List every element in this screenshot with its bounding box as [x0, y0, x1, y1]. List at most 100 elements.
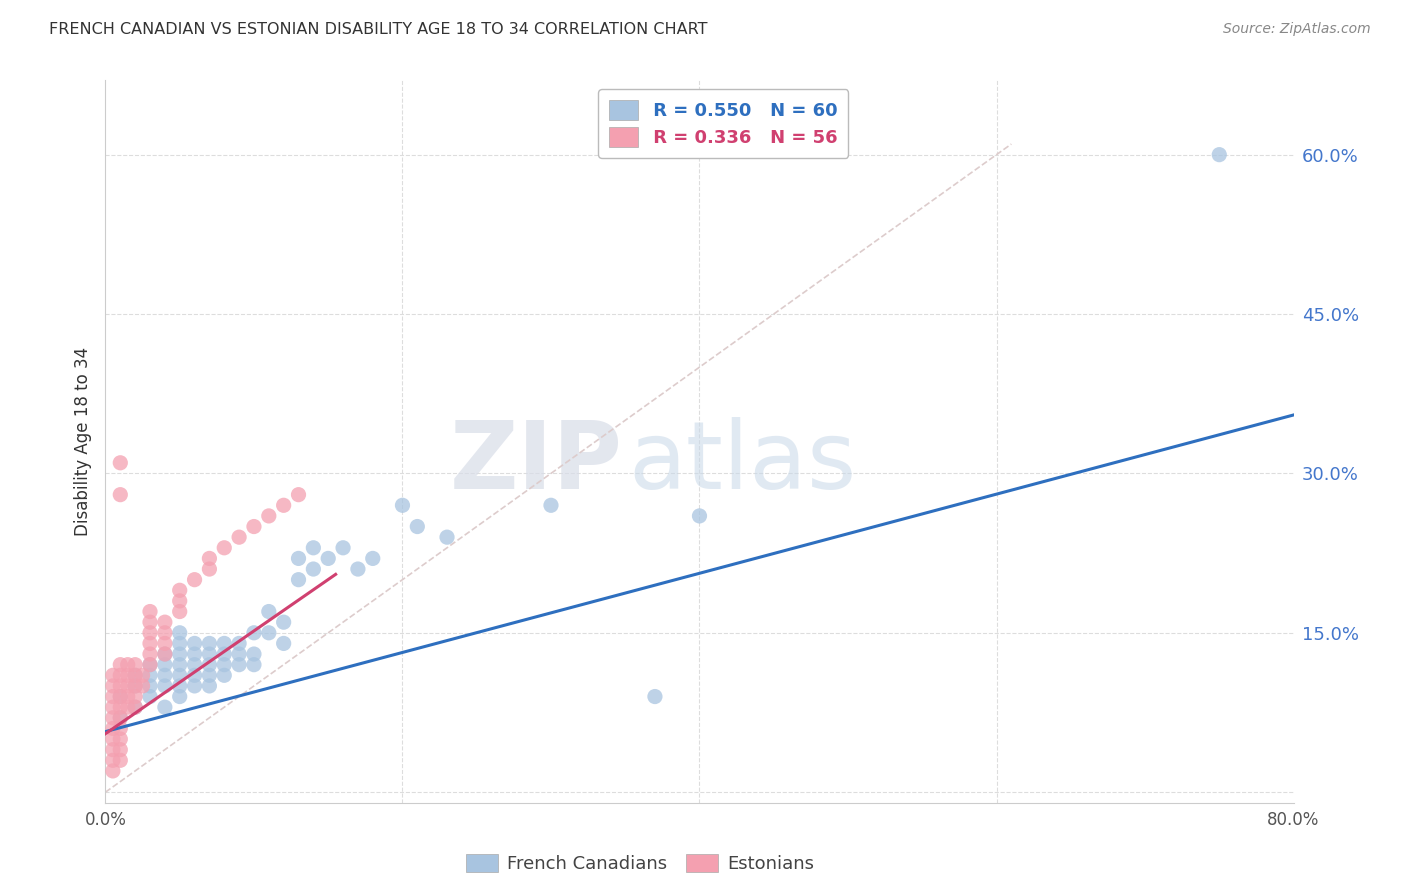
Point — [183, 668, 205, 682]
Point — [124, 679, 146, 693]
Point — [153, 668, 176, 682]
Point — [198, 668, 221, 682]
Point — [101, 700, 124, 714]
Point — [198, 562, 221, 576]
Point — [406, 519, 429, 533]
Point — [124, 700, 146, 714]
Point — [110, 668, 132, 682]
Point — [153, 647, 176, 661]
Point — [139, 668, 162, 682]
Point — [214, 647, 236, 661]
Point — [183, 647, 205, 661]
Point — [139, 605, 162, 619]
Point — [110, 742, 132, 756]
Point — [347, 562, 370, 576]
Point — [101, 742, 124, 756]
Point — [243, 519, 266, 533]
Point — [117, 700, 139, 714]
Point — [391, 498, 413, 512]
Point — [101, 668, 124, 682]
Point — [273, 615, 295, 630]
Point — [101, 732, 124, 747]
Point — [273, 636, 295, 650]
Point — [169, 636, 191, 650]
Point — [110, 711, 132, 725]
Point — [139, 647, 162, 661]
Point — [110, 690, 132, 704]
Point — [139, 636, 162, 650]
Point — [228, 647, 250, 661]
Point — [110, 488, 132, 502]
Point — [131, 668, 153, 682]
Point — [117, 657, 139, 672]
Point — [169, 668, 191, 682]
Point — [1208, 147, 1230, 161]
Point — [139, 657, 162, 672]
Point — [139, 679, 162, 693]
Text: Source: ZipAtlas.com: Source: ZipAtlas.com — [1223, 22, 1371, 37]
Point — [110, 690, 132, 704]
Point — [198, 551, 221, 566]
Point — [287, 573, 309, 587]
Point — [214, 541, 236, 555]
Point — [110, 700, 132, 714]
Point — [302, 562, 325, 576]
Point — [124, 679, 146, 693]
Point — [124, 700, 146, 714]
Point — [110, 711, 132, 725]
Point — [139, 625, 162, 640]
Point — [139, 657, 162, 672]
Point — [124, 668, 146, 682]
Point — [139, 690, 162, 704]
Point — [169, 647, 191, 661]
Point — [117, 668, 139, 682]
Point — [124, 657, 146, 672]
Point — [214, 668, 236, 682]
Point — [257, 508, 280, 523]
Point — [302, 541, 325, 555]
Point — [198, 657, 221, 672]
Point — [101, 711, 124, 725]
Point — [169, 594, 191, 608]
Point — [214, 636, 236, 650]
Text: atlas: atlas — [628, 417, 856, 509]
Point — [153, 647, 176, 661]
Point — [183, 679, 205, 693]
Text: FRENCH CANADIAN VS ESTONIAN DISABILITY AGE 18 TO 34 CORRELATION CHART: FRENCH CANADIAN VS ESTONIAN DISABILITY A… — [49, 22, 707, 37]
Point — [198, 679, 221, 693]
Point — [153, 615, 176, 630]
Point — [243, 647, 266, 661]
Point — [316, 551, 339, 566]
Point — [361, 551, 384, 566]
Y-axis label: Disability Age 18 to 34: Disability Age 18 to 34 — [75, 347, 93, 536]
Point — [169, 625, 191, 640]
Point — [110, 732, 132, 747]
Point — [101, 753, 124, 767]
Point — [287, 551, 309, 566]
Point — [169, 583, 191, 598]
Point — [101, 679, 124, 693]
Point — [257, 605, 280, 619]
Point — [153, 700, 176, 714]
Point — [110, 456, 132, 470]
Point — [169, 657, 191, 672]
Point — [257, 625, 280, 640]
Point — [243, 625, 266, 640]
Point — [101, 722, 124, 736]
Point — [198, 636, 221, 650]
Point — [436, 530, 458, 544]
Point — [110, 753, 132, 767]
Point — [124, 690, 146, 704]
Point — [117, 690, 139, 704]
Point — [110, 722, 132, 736]
Point — [183, 657, 205, 672]
Point — [117, 679, 139, 693]
Point — [139, 615, 162, 630]
Text: ZIP: ZIP — [450, 417, 623, 509]
Legend: French Canadians, Estonians: French Canadians, Estonians — [465, 854, 814, 873]
Point — [287, 488, 309, 502]
Point — [131, 679, 153, 693]
Point — [243, 657, 266, 672]
Point — [228, 636, 250, 650]
Point — [183, 636, 205, 650]
